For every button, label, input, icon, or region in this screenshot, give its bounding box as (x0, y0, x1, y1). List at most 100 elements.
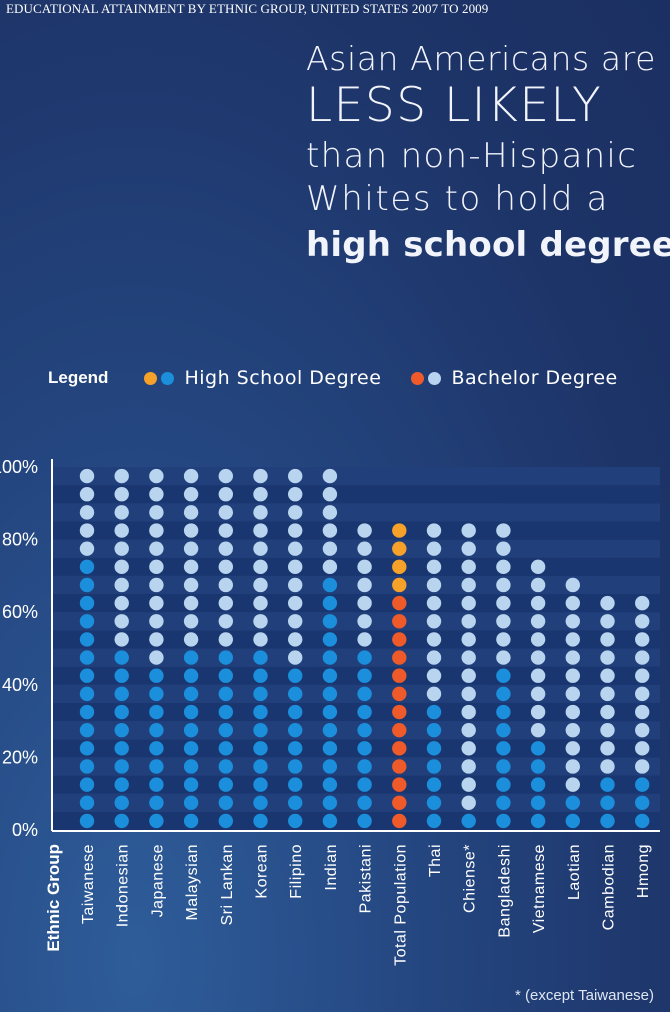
dot-mark (183, 614, 199, 629)
dot-mark (183, 505, 199, 520)
dot-mark (149, 686, 164, 702)
dot-mark (149, 759, 164, 774)
dot-mark (149, 487, 164, 502)
dot-mark (392, 686, 407, 702)
dot-mark (322, 559, 338, 575)
dot-mark (496, 668, 511, 683)
dot-mark (600, 595, 615, 611)
dot-mark (218, 523, 233, 538)
dot-mark (635, 795, 650, 810)
dot-mark (288, 813, 303, 829)
dot-mark (392, 722, 407, 738)
dot-mark (426, 632, 442, 647)
dot-mark (635, 668, 650, 683)
dot-mark (218, 795, 233, 810)
dot-mark (218, 650, 233, 665)
x-category-label: Taiwanese (80, 844, 97, 924)
dot-mark (149, 632, 164, 647)
dot-mark (426, 722, 442, 738)
headline: Asian Americans are LESS LIKELY than non… (306, 42, 670, 262)
dot-mark (288, 487, 303, 502)
dot-mark (635, 686, 650, 702)
dot-mark (149, 523, 164, 538)
x-category-label: Bangladeshi (496, 844, 513, 938)
dot-mark (496, 741, 511, 756)
y-tick-label: 20% (2, 747, 38, 767)
dot-mark (253, 704, 268, 720)
dot-mark (253, 523, 268, 538)
headline-line-5: high school degree. (306, 228, 670, 262)
dot-mark (322, 595, 338, 611)
dot-mark (635, 650, 650, 665)
dot-mark (149, 614, 164, 629)
dot-mark (183, 759, 199, 774)
dot-mark (322, 722, 338, 738)
dot-mark (635, 632, 650, 647)
dot-mark (183, 595, 199, 611)
dot-mark (253, 505, 268, 520)
x-category-label: Korean (254, 844, 271, 899)
y-tick-label: 100% (0, 457, 38, 477)
dot-mark (496, 632, 511, 647)
dot-mark (288, 741, 303, 756)
dot-mark (288, 759, 303, 774)
x-category-label: Cambodian (601, 844, 618, 930)
dot-mark (79, 813, 95, 829)
dot-mark (288, 722, 303, 738)
dot-mark (496, 523, 511, 538)
dot-mark (114, 795, 129, 810)
dot-mark (565, 668, 580, 683)
dot-mark (114, 505, 129, 520)
x-category-label: Hmong (635, 844, 652, 898)
dot-mark (461, 541, 476, 556)
legend-bachelor-label: Bachelor Degree (451, 367, 618, 389)
dot-mark (357, 777, 372, 792)
dot-mark (114, 704, 129, 720)
dot-mark (357, 686, 372, 702)
dot-mark (357, 614, 372, 629)
dot-mark (253, 741, 268, 756)
dot-mark (357, 722, 372, 738)
dot-mark (635, 777, 650, 792)
dot-mark (565, 686, 580, 702)
dot-mark (253, 668, 268, 683)
dot-mark (114, 487, 129, 502)
dot-mark (114, 632, 129, 647)
y-tick-label: 0% (12, 820, 38, 840)
dot-mark (565, 632, 580, 647)
dot-mark (183, 813, 199, 829)
dot-mark (392, 632, 407, 647)
dot-mark (218, 686, 233, 702)
dot-mark (461, 777, 476, 792)
headline-line-2: LESS LIKELY (306, 78, 603, 133)
dot-mark (253, 487, 268, 502)
dot-mark (114, 668, 129, 683)
dot-mark (322, 813, 338, 829)
dot-mark (288, 559, 303, 575)
dot-mark (114, 813, 129, 829)
dot-mark (530, 777, 546, 792)
dot-mark (461, 795, 476, 810)
dot-mark (253, 595, 268, 611)
dot-mark (322, 468, 338, 484)
x-category-label: Total Population (392, 844, 409, 966)
dot-mark (496, 704, 511, 720)
dot-mark (288, 650, 303, 665)
dot-mark (600, 704, 615, 720)
dot-mark (426, 523, 442, 538)
dot-mark (461, 813, 476, 829)
dot-mark (183, 722, 199, 738)
dot-mark (253, 632, 268, 647)
dot-mark (530, 632, 546, 647)
dot-mark (253, 614, 268, 629)
x-category-label: Vietnamese (531, 844, 548, 933)
dot-mark (635, 741, 650, 756)
dot-mark (461, 686, 476, 702)
dot-mark (357, 523, 372, 538)
dot-mark (392, 813, 407, 829)
dot-mark (600, 777, 615, 792)
dot-mark (565, 614, 580, 629)
dot-mark (114, 722, 129, 738)
dot-mark (600, 795, 615, 810)
dot-mark (322, 741, 338, 756)
